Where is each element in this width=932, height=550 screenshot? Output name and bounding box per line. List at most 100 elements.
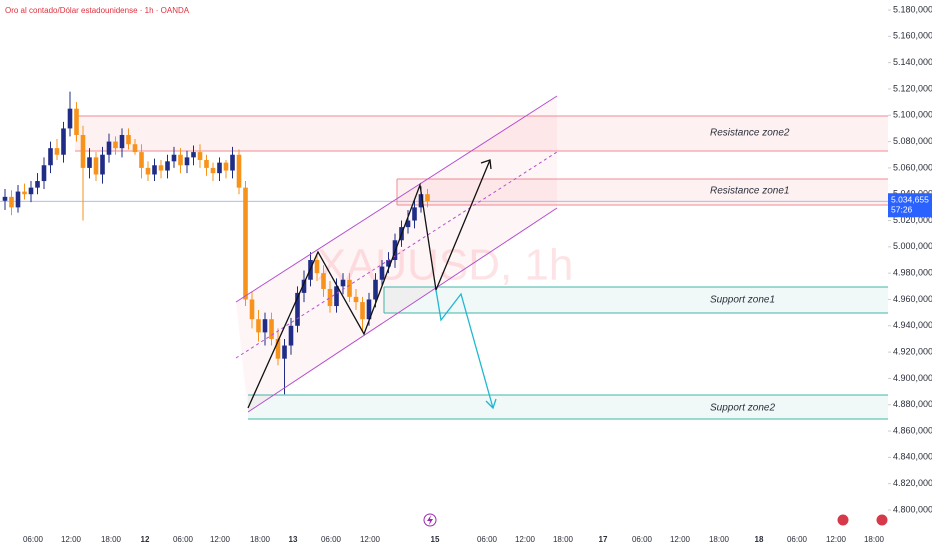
chart-title: Oro al contado/Dólar estadounidense · 1h… bbox=[5, 6, 190, 15]
y-tick-label: 5.100,000 bbox=[893, 110, 932, 120]
y-tick-label: 5.140,000 bbox=[893, 57, 932, 67]
x-tick-label: 06:00 bbox=[632, 535, 653, 544]
candle-body bbox=[347, 279, 352, 297]
candle-body bbox=[386, 260, 391, 267]
event-icon-bolt bbox=[427, 515, 433, 525]
candle-body bbox=[67, 108, 73, 129]
candle-body bbox=[262, 319, 268, 333]
candle-body bbox=[106, 141, 112, 155]
y-tick-label: 4.820,000 bbox=[893, 478, 932, 488]
candle-body bbox=[74, 108, 79, 135]
arrow-head bbox=[480, 159, 492, 170]
candle-body bbox=[22, 191, 27, 195]
candle-body bbox=[54, 148, 60, 155]
x-tick-label: 06:00 bbox=[23, 535, 44, 544]
projection-down bbox=[435, 289, 494, 409]
candle-body bbox=[249, 299, 255, 320]
candle-body bbox=[139, 152, 144, 168]
x-tick-label: 15 bbox=[431, 535, 440, 544]
y-tick-label: 4.960,000 bbox=[893, 294, 932, 304]
candle-body bbox=[132, 144, 138, 153]
flag-icon[interactable] bbox=[875, 513, 889, 527]
candle-body bbox=[152, 165, 157, 175]
y-tick-label: 4.880,000 bbox=[893, 399, 932, 409]
event-icon[interactable] bbox=[423, 513, 437, 527]
x-tick-label: 12:00 bbox=[826, 535, 847, 544]
y-tick-label: 4.800,000 bbox=[893, 504, 932, 514]
candle-body bbox=[41, 165, 47, 182]
y-tick-label: 5.000,000 bbox=[893, 241, 932, 251]
channel-upper bbox=[235, 95, 558, 303]
candle-body bbox=[158, 165, 164, 171]
candle-body bbox=[366, 299, 372, 320]
x-tick-label: 18:00 bbox=[101, 535, 122, 544]
candle-body bbox=[230, 154, 235, 171]
support-zone1 bbox=[384, 287, 888, 313]
arrow-head bbox=[485, 398, 497, 410]
candle-body bbox=[275, 338, 281, 359]
y-tick-label: 5.180,000 bbox=[893, 4, 932, 14]
price-axis: 5.180,000 5.160,000 5.140,000 5.120,000 5.10… bbox=[888, 4, 932, 514]
candle-body bbox=[184, 157, 190, 166]
resistance-zone2 bbox=[75, 116, 888, 151]
candle-body bbox=[243, 187, 248, 300]
zone-label: Support zone1 bbox=[710, 295, 775, 306]
candle-body bbox=[412, 207, 417, 221]
candle-body bbox=[217, 162, 222, 174]
plot bbox=[0, 91, 888, 395]
candle-body bbox=[360, 302, 365, 320]
resistance-zone1 bbox=[397, 179, 888, 205]
x-tick-label: 06:00 bbox=[477, 535, 498, 544]
candle-body bbox=[327, 288, 333, 307]
candle-body bbox=[28, 187, 34, 195]
candle-body bbox=[126, 135, 131, 145]
candle-body bbox=[425, 194, 430, 202]
candle-body bbox=[210, 167, 216, 174]
projection-up bbox=[247, 159, 491, 409]
candle-body bbox=[87, 157, 92, 168]
candle-body bbox=[321, 273, 326, 289]
candle-body bbox=[288, 325, 294, 346]
support-zone2 bbox=[248, 395, 888, 419]
x-tick-label: 12:00 bbox=[210, 535, 231, 544]
x-tick-label: 12:00 bbox=[670, 535, 691, 544]
last-price-label: 5.034,655 bbox=[891, 194, 929, 204]
candle-body bbox=[405, 220, 411, 228]
candle-body bbox=[223, 162, 229, 171]
x-tick-label: 18 bbox=[755, 535, 764, 544]
candle-body bbox=[295, 292, 300, 326]
candle-body bbox=[61, 128, 66, 155]
candle-body bbox=[340, 279, 346, 287]
zones bbox=[75, 115, 888, 420]
candle-body bbox=[418, 194, 424, 208]
candle-body bbox=[48, 148, 53, 166]
candle-body bbox=[301, 279, 307, 293]
candle-body bbox=[197, 152, 203, 160]
candle-body bbox=[191, 152, 196, 158]
candle-body bbox=[269, 319, 274, 339]
candle-body bbox=[113, 141, 118, 149]
candle-body bbox=[178, 154, 183, 166]
candle-body bbox=[9, 196, 14, 208]
candle-body bbox=[15, 191, 21, 208]
candle-body bbox=[314, 260, 320, 274]
x-tick-label: 18:00 bbox=[864, 535, 885, 544]
y-tick-label: 4.860,000 bbox=[893, 425, 932, 435]
x-tick-label: 18:00 bbox=[553, 535, 574, 544]
countdown-label: 57:26 bbox=[891, 204, 913, 214]
x-tick-label: 13 bbox=[289, 535, 298, 544]
channel-lower bbox=[247, 207, 558, 413]
y-tick-label: 4.980,000 bbox=[893, 268, 932, 278]
candle-body bbox=[145, 167, 151, 175]
candle-body bbox=[35, 181, 40, 188]
candle-body bbox=[353, 296, 359, 303]
x-tick-label: 06:00 bbox=[173, 535, 194, 544]
y-tick-label: 5.020,000 bbox=[893, 215, 932, 225]
y-tick-label: 4.840,000 bbox=[893, 452, 932, 462]
flag-icon[interactable] bbox=[836, 513, 850, 527]
y-tick-label: 5.160,000 bbox=[893, 31, 932, 41]
x-tick-label: 18:00 bbox=[709, 535, 730, 544]
candle-body bbox=[80, 135, 86, 168]
y-tick-label: 4.940,000 bbox=[893, 320, 932, 330]
